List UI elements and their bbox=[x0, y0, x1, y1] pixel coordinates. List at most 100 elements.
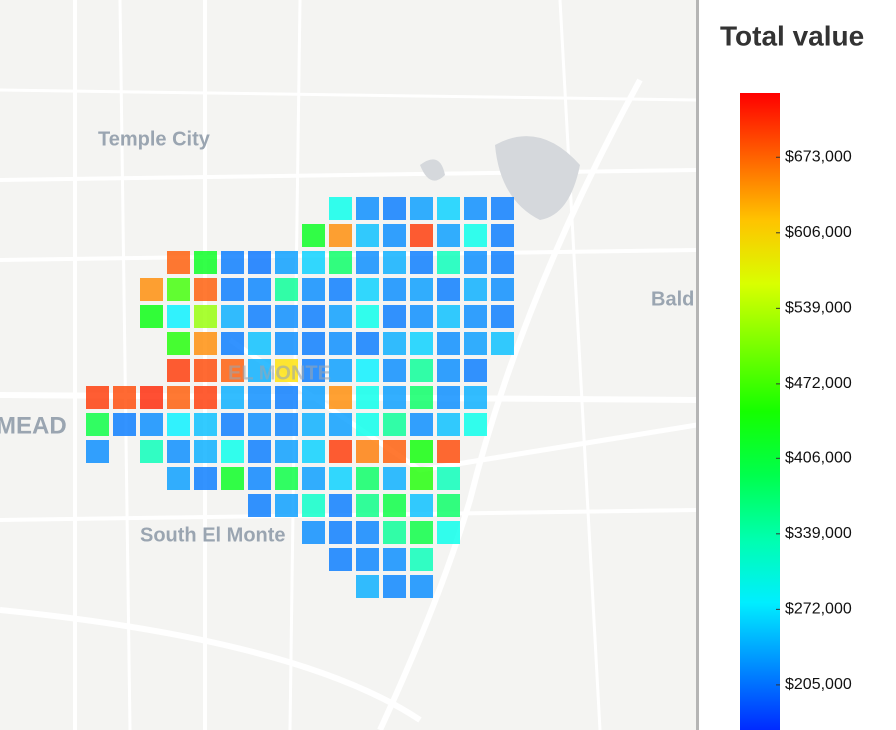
heat-cell bbox=[113, 386, 136, 409]
heat-cell bbox=[410, 575, 433, 598]
map-border bbox=[696, 0, 699, 730]
heat-cell bbox=[383, 413, 406, 436]
water bbox=[420, 159, 445, 181]
heat-cell bbox=[383, 575, 406, 598]
place-label: MEAD bbox=[0, 412, 67, 439]
heat-cell bbox=[248, 278, 271, 301]
legend-tick-label: $406,000 bbox=[785, 450, 852, 467]
heat-cell bbox=[221, 413, 244, 436]
heat-cell bbox=[356, 359, 379, 382]
heat-cell bbox=[410, 521, 433, 544]
map: Temple City Bald MEAD South El Monte EL … bbox=[0, 0, 697, 730]
heat-cell bbox=[302, 224, 325, 247]
heat-cell bbox=[491, 197, 514, 220]
colorbar bbox=[740, 93, 780, 730]
place-label: Bald bbox=[651, 288, 694, 310]
heat-cell bbox=[437, 413, 460, 436]
heat-cell bbox=[437, 386, 460, 409]
heat-cell bbox=[356, 332, 379, 355]
heat-cell bbox=[383, 548, 406, 571]
legend-tick-label: $339,000 bbox=[785, 525, 852, 542]
heat-cell bbox=[221, 251, 244, 274]
heat-cell bbox=[356, 521, 379, 544]
heat-cell bbox=[464, 359, 487, 382]
heat-cell bbox=[167, 305, 190, 328]
heat-cell bbox=[221, 305, 244, 328]
heat-cell bbox=[329, 494, 352, 517]
heat-cell bbox=[275, 359, 298, 382]
heat-cell bbox=[383, 332, 406, 355]
heat-cell bbox=[464, 386, 487, 409]
heat-cell bbox=[248, 332, 271, 355]
heat-cell bbox=[491, 278, 514, 301]
heat-cell bbox=[356, 548, 379, 571]
heat-cell bbox=[329, 278, 352, 301]
heat-cell bbox=[248, 467, 271, 490]
heat-cell bbox=[437, 332, 460, 355]
heat-cell bbox=[329, 467, 352, 490]
heat-cell bbox=[302, 440, 325, 463]
heat-cell bbox=[167, 386, 190, 409]
legend-tick-label: $205,000 bbox=[785, 676, 852, 693]
heat-cell bbox=[437, 278, 460, 301]
heat-cell bbox=[221, 332, 244, 355]
heat-cell bbox=[248, 440, 271, 463]
heat-cell bbox=[167, 467, 190, 490]
heat-cell bbox=[437, 467, 460, 490]
heat-cell bbox=[248, 386, 271, 409]
heat-cell bbox=[437, 224, 460, 247]
heat-cell bbox=[194, 440, 217, 463]
heat-cell bbox=[356, 224, 379, 247]
heat-cell bbox=[410, 548, 433, 571]
heat-cell bbox=[437, 440, 460, 463]
heat-cell bbox=[194, 305, 217, 328]
heat-cell bbox=[302, 386, 325, 409]
legend-title: Total value bbox=[720, 20, 864, 51]
heat-cell bbox=[437, 197, 460, 220]
heat-cell bbox=[410, 359, 433, 382]
heat-cell bbox=[275, 332, 298, 355]
heat-cell bbox=[194, 467, 217, 490]
heat-cell bbox=[248, 359, 271, 382]
heat-cell bbox=[356, 278, 379, 301]
heat-cell bbox=[491, 305, 514, 328]
heat-cell bbox=[275, 386, 298, 409]
place-label: South El Monte bbox=[140, 524, 286, 546]
heat-cell bbox=[437, 359, 460, 382]
heat-cell bbox=[410, 386, 433, 409]
heat-cell bbox=[167, 332, 190, 355]
heatmap bbox=[86, 197, 514, 598]
heat-cell bbox=[464, 332, 487, 355]
heat-cell bbox=[410, 440, 433, 463]
heat-cell bbox=[86, 413, 109, 436]
heat-cell bbox=[383, 359, 406, 382]
heat-cell bbox=[329, 359, 352, 382]
heat-cell bbox=[356, 440, 379, 463]
heat-cell bbox=[329, 386, 352, 409]
heat-cell bbox=[329, 197, 352, 220]
legend-tick-label: $472,000 bbox=[785, 375, 852, 392]
heat-cell bbox=[383, 224, 406, 247]
heat-cell bbox=[275, 251, 298, 274]
heat-cell bbox=[464, 197, 487, 220]
heat-cell bbox=[275, 413, 298, 436]
heat-cell bbox=[356, 305, 379, 328]
heat-cell bbox=[464, 278, 487, 301]
heat-cell bbox=[383, 386, 406, 409]
heat-cell bbox=[248, 305, 271, 328]
heat-cell bbox=[329, 548, 352, 571]
heat-cell bbox=[167, 413, 190, 436]
heat-cell bbox=[491, 332, 514, 355]
heat-cell bbox=[194, 359, 217, 382]
heat-cell bbox=[194, 251, 217, 274]
heat-cell bbox=[221, 359, 244, 382]
heat-cell bbox=[356, 494, 379, 517]
heat-cell bbox=[329, 413, 352, 436]
heat-cell bbox=[356, 575, 379, 598]
heat-cell bbox=[410, 278, 433, 301]
legend-tick-label: $606,000 bbox=[785, 224, 852, 241]
heat-cell bbox=[167, 359, 190, 382]
heat-cell bbox=[410, 251, 433, 274]
heat-cell bbox=[140, 440, 163, 463]
